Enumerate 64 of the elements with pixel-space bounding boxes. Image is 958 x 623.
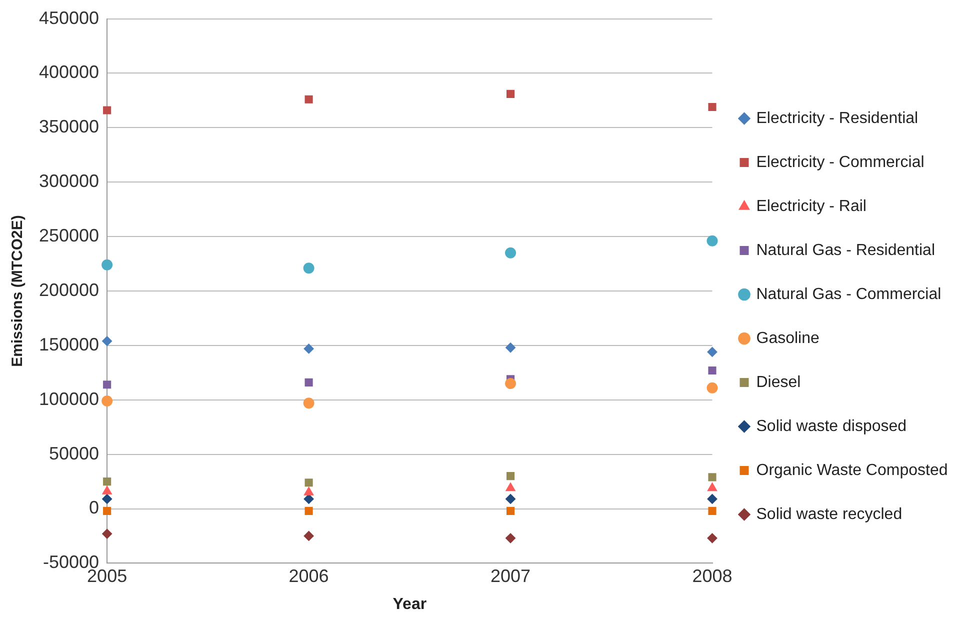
point [506,506,515,515]
y-tick-label: 50000 [49,443,100,464]
y-tick-label: 450000 [38,8,100,28]
legend-label: Organic Waste Composted [756,462,948,479]
point [103,506,112,515]
y-axis-title: Emissions (MTCO2E) [9,215,26,367]
point [506,342,516,353]
legend-label: Natural Gas - Commercial [756,286,942,303]
x-tick-label: 2007 [490,566,531,586]
point [304,506,313,515]
point [304,344,314,354]
point [103,106,112,114]
y-tick-label: 200000 [38,280,100,300]
point [506,494,516,504]
point [103,380,112,389]
point [505,247,516,258]
point [304,494,314,504]
point [304,486,314,496]
point [102,528,112,539]
point [102,494,112,504]
y-tick-label: 150000 [38,334,100,354]
point [707,346,718,357]
point [303,262,314,274]
legend-label: Diesel [756,374,801,391]
point [102,395,113,406]
y-tick-label: 0 [89,498,100,518]
point [506,533,516,544]
point [506,472,515,480]
point [505,378,516,390]
point [706,235,718,246]
point [103,478,112,486]
point [102,259,113,270]
legend-label: Electricity - Residential [756,110,918,127]
point [707,533,718,544]
point [707,494,718,504]
point [303,398,314,409]
legend-label: Solid waste recycled [756,506,902,523]
legend-label: Gasoline [756,330,820,347]
legend-label: Natural Gas - Residential [756,242,935,259]
point [706,382,718,394]
point [708,366,716,375]
point [102,336,112,346]
x-axis-title: Year [392,596,427,613]
y-tick-label: 250000 [38,226,100,246]
point [708,506,716,515]
point [304,95,313,104]
point [102,486,112,494]
y-tick-label: 400000 [38,62,100,82]
y-tick-label: 300000 [38,171,100,192]
legend-label: Electricity - Commercial [756,154,924,171]
legend-label: Solid waste disposed [756,418,907,435]
x-tick-label: 2006 [288,566,329,586]
point [506,90,515,98]
point [506,482,516,492]
y-tick-label: 100000 [38,388,100,409]
legend-label: Electricity - Rail [756,198,866,215]
point [304,530,314,541]
y-tick-label: 350000 [38,116,100,137]
x-tick-label: 2008 [692,566,732,586]
point [708,102,716,112]
point [707,482,718,492]
point [304,478,313,487]
point [304,378,313,386]
point [708,473,716,482]
